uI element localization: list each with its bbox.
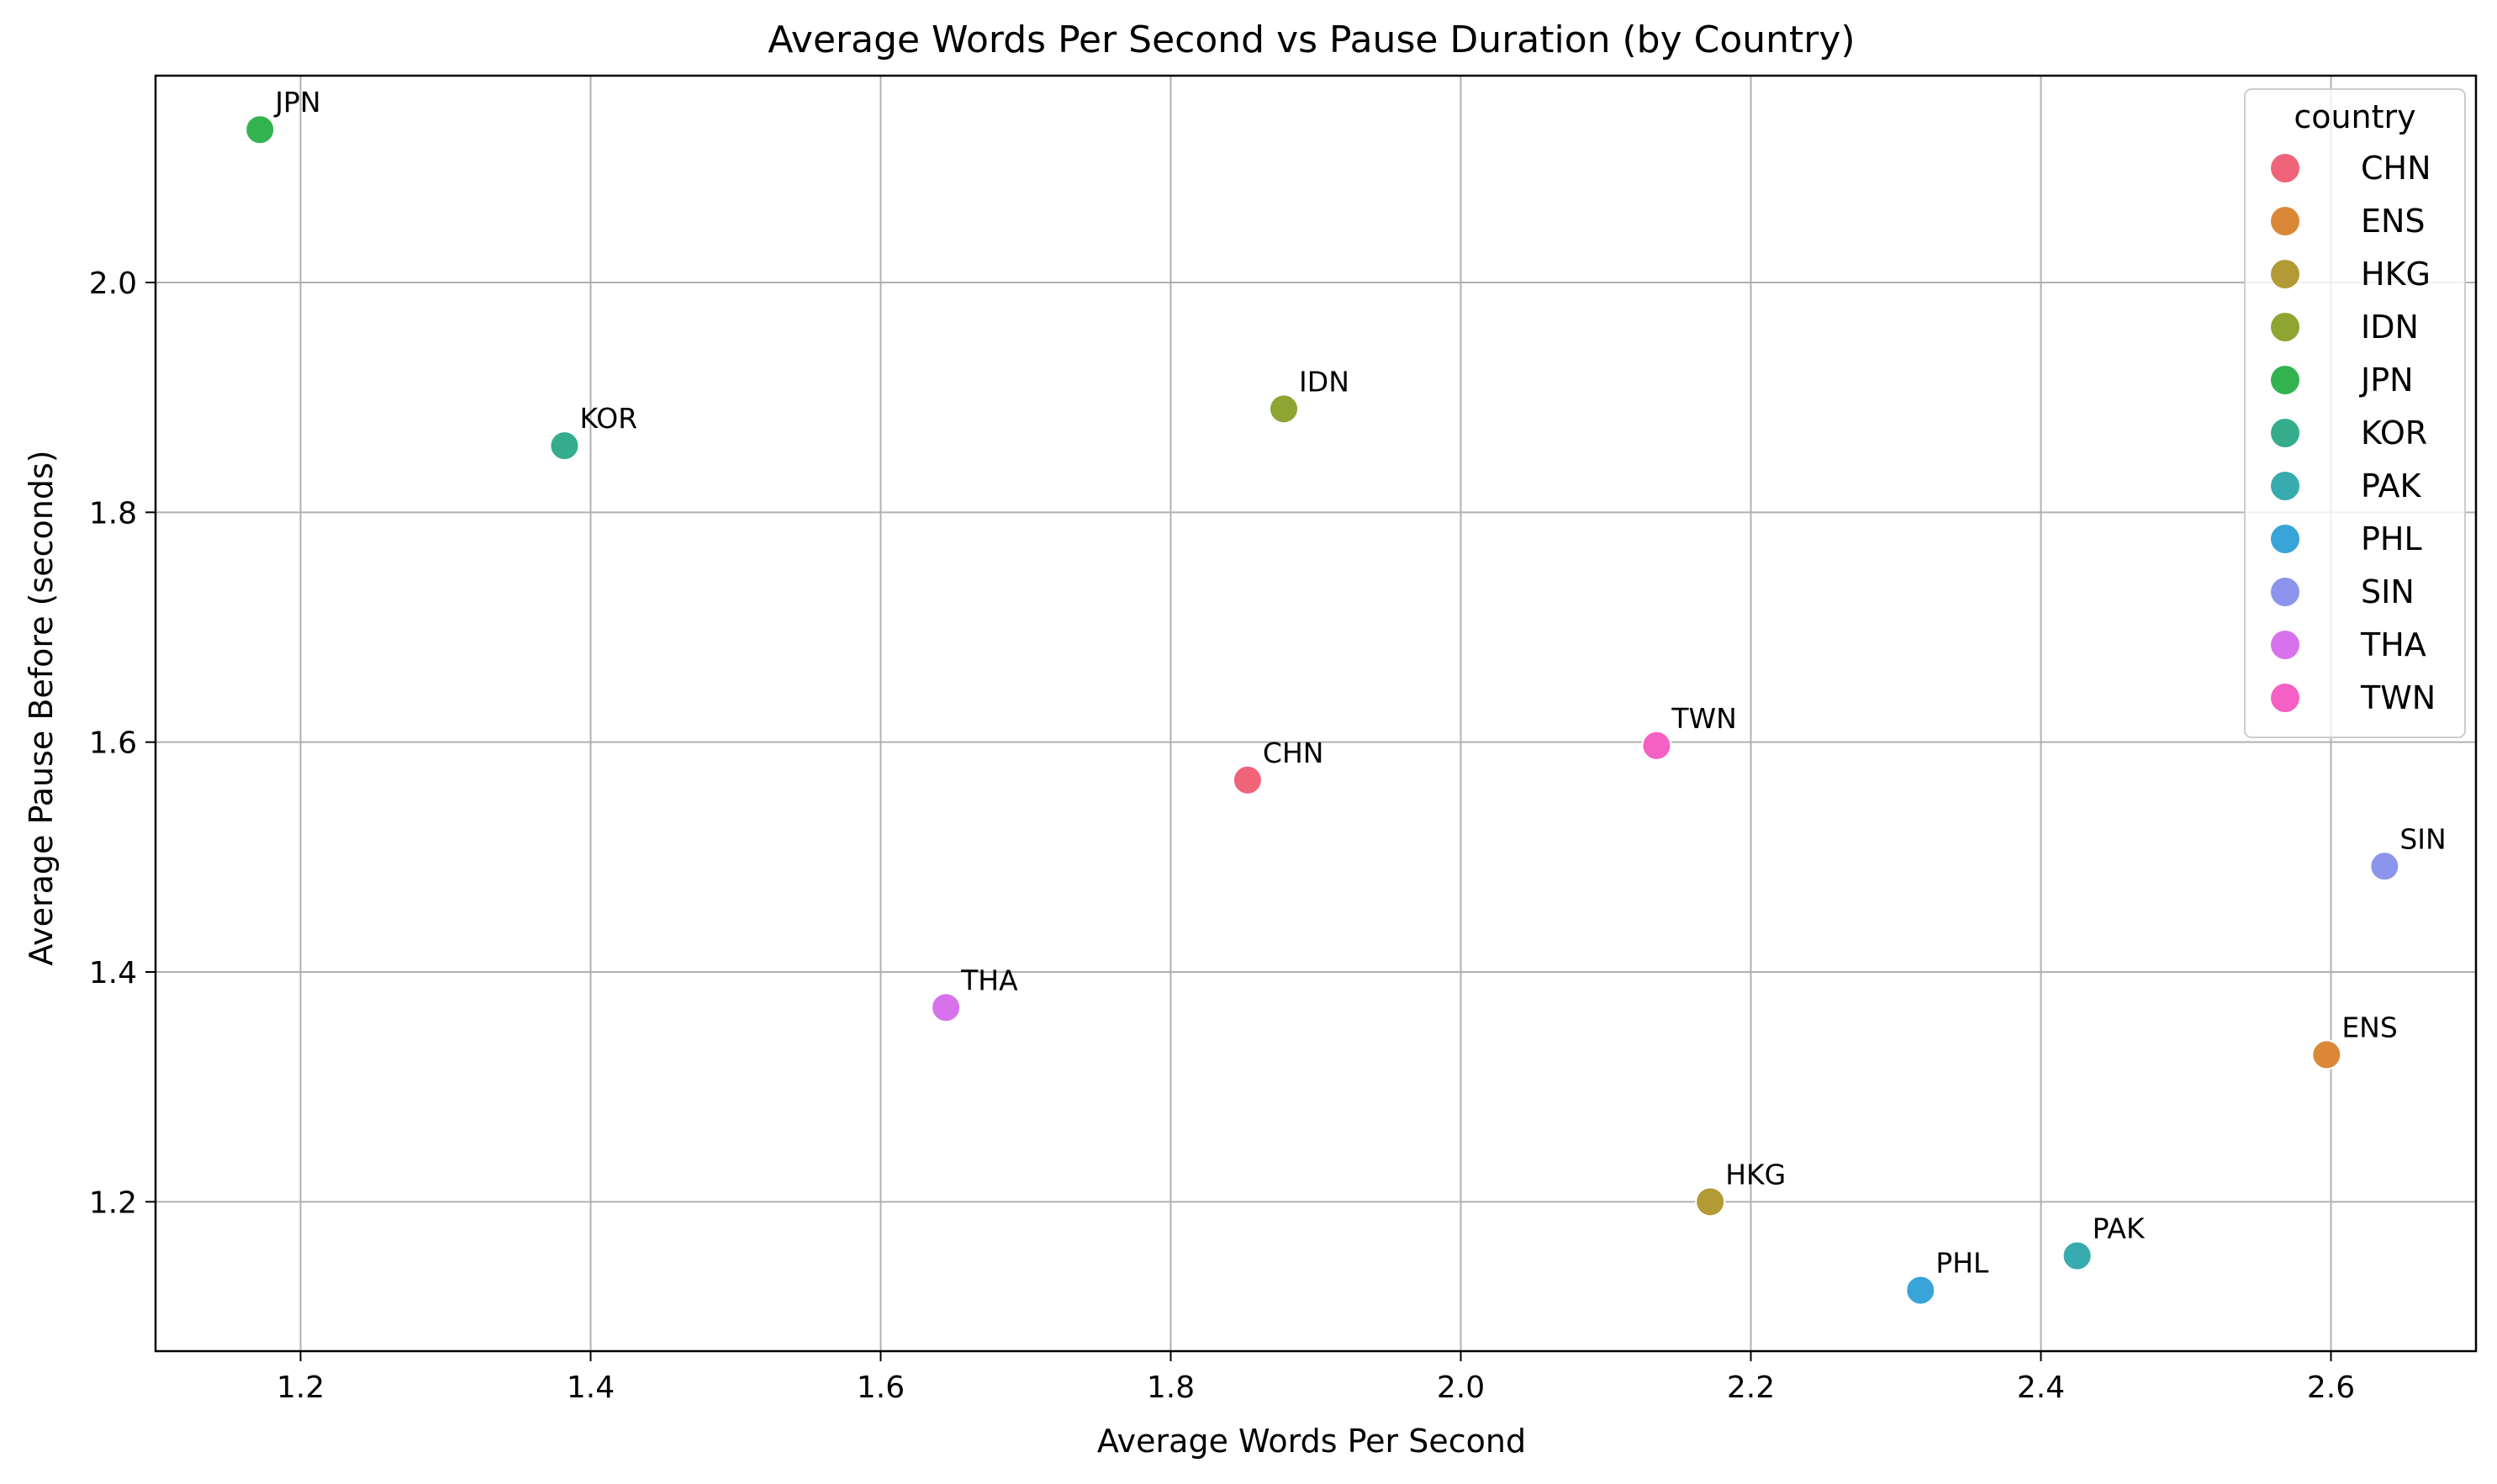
y-tick-label: 1.6	[89, 726, 137, 761]
y-tick-label: 1.8	[89, 496, 137, 531]
x-tick-label: 1.6	[857, 1370, 905, 1405]
point-label-pak: PAK	[2093, 1212, 2146, 1245]
legend-label-ens: ENS	[2361, 203, 2426, 240]
point-label-ens: ENS	[2341, 1011, 2397, 1043]
data-point-tha	[931, 992, 962, 1023]
y-axis-title: Average Pause Before (seconds)	[23, 450, 60, 965]
x-tick-label: 2.4	[2017, 1370, 2065, 1405]
point-labels: CHN ENS HKG IDN JPN KOR PAK PHL SIN THA TWN	[273, 86, 2446, 1280]
legend-marker-hkg	[2271, 260, 2299, 288]
point-label-hkg: HKG	[1725, 1158, 1786, 1191]
legend-marker-jpn	[2271, 366, 2299, 394]
legend-marker-chn	[2271, 154, 2299, 182]
point-label-twn: TWN	[1671, 702, 1736, 735]
data-point-pak	[2061, 1240, 2093, 1271]
y-tick-label: 1.4	[89, 956, 137, 990]
legend-title: country	[2294, 98, 2415, 135]
legend-marker-idn	[2271, 313, 2299, 341]
point-label-idn: IDN	[1299, 365, 1349, 398]
legend-label-pak: PAK	[2361, 467, 2421, 504]
x-tick-label: 2.0	[1437, 1370, 1485, 1405]
data-point-ens	[2311, 1039, 2342, 1070]
legend-label-twn: TWN	[2360, 679, 2436, 716]
x-tick-label: 2.2	[1727, 1370, 1775, 1405]
legend-label-jpn: JPN	[2359, 362, 2414, 399]
data-point-jpn	[245, 114, 276, 145]
legend-marker-phl	[2271, 525, 2299, 553]
x-tick-label: 1.8	[1147, 1370, 1195, 1405]
legend-label-sin: SIN	[2361, 573, 2415, 610]
y-tick-label: 2.0	[89, 267, 137, 301]
point-label-phl: PHL	[1935, 1247, 1989, 1280]
legend-marker-kor	[2271, 419, 2299, 447]
point-label-sin: SIN	[2399, 822, 2446, 855]
legend-label-idn: IDN	[2361, 309, 2419, 346]
point-label-tha: THA	[960, 964, 1018, 996]
data-point-idn	[1269, 393, 1300, 425]
legend-label-tha: THA	[2360, 626, 2426, 663]
data-points	[245, 114, 2400, 1306]
plot-frame	[154, 74, 2478, 1353]
point-label-kor: KOR	[579, 402, 637, 435]
data-point-sin	[2369, 851, 2400, 882]
legend-marker-pak	[2271, 472, 2299, 500]
chart-title: Average Words Per Second vs Pause Durati…	[768, 18, 1855, 61]
x-tick-label: 2.6	[2307, 1370, 2355, 1405]
legend-marker-sin	[2271, 578, 2299, 606]
data-point-kor	[549, 430, 580, 462]
y-tick-label: 1.2	[89, 1186, 137, 1220]
x-axis-title: Average Words Per Second	[1097, 1423, 1526, 1460]
legend-label-chn: CHN	[2361, 150, 2431, 187]
data-point-chn	[1232, 764, 1263, 795]
legend-label-hkg: HKG	[2361, 256, 2431, 293]
legend-marker-twn	[2271, 684, 2299, 712]
point-label-jpn: JPN	[273, 86, 320, 119]
axes: 1.2 1.4 1.6 1.8 2.0 2.2 2.4 2.6 1.2 1.4 1.6 1.8 2.0	[89, 74, 2478, 1405]
data-point-hkg	[1695, 1186, 1726, 1217]
legend-box	[2244, 88, 2466, 738]
data-point-twn	[1641, 730, 1672, 761]
point-label-chn: CHN	[1263, 737, 1324, 769]
x-tick-label: 1.2	[277, 1370, 325, 1405]
legend-label-phl: PHL	[2361, 520, 2422, 557]
legend-marker-tha	[2271, 631, 2299, 659]
legend-label-kor: KOR	[2361, 415, 2427, 452]
data-point-phl	[1905, 1275, 1936, 1306]
legend-marker-ens	[2271, 207, 2299, 235]
x-tick-label: 1.4	[567, 1370, 615, 1405]
grid-lines	[156, 76, 2476, 1351]
legend: country CHN ENS HKG IDN JPN KOR PAK PHL SIN THA TWN	[2244, 88, 2466, 738]
